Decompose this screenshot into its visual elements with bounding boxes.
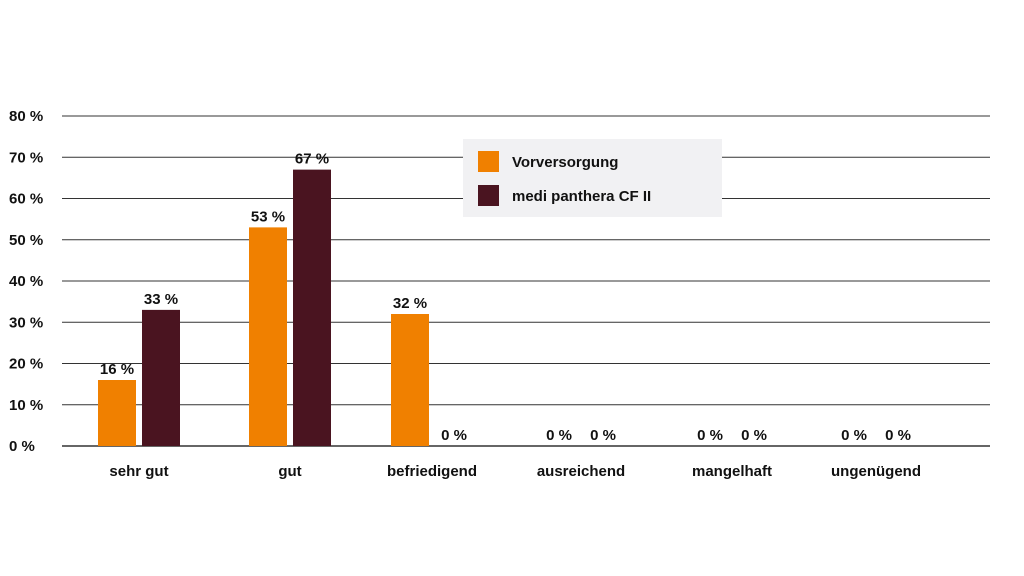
x-category-label: gut xyxy=(278,463,301,480)
y-tick-label: 40 % xyxy=(9,273,43,290)
bar-0-1 xyxy=(249,227,287,446)
x-category-label: ausreichend xyxy=(537,463,625,480)
legend-background xyxy=(463,139,722,217)
data-label: 0 % xyxy=(841,427,867,444)
y-tick-label: 70 % xyxy=(9,149,43,166)
bars xyxy=(98,169,429,446)
data-label: 0 % xyxy=(590,427,616,444)
legend-label: Vorversorgung xyxy=(512,154,618,171)
x-category-label: sehr gut xyxy=(109,463,168,480)
x-category-label: befriedigend xyxy=(387,463,477,480)
data-label: 16 % xyxy=(100,361,134,378)
bar-1-0 xyxy=(142,309,180,446)
y-tick-label: 20 % xyxy=(9,356,43,373)
data-label: 53 % xyxy=(251,208,285,225)
bar-1-1 xyxy=(293,169,331,446)
data-label: 32 % xyxy=(393,295,427,312)
data-label: 0 % xyxy=(885,427,911,444)
x-category-label: mangelhaft xyxy=(692,463,772,480)
bar-0-2 xyxy=(391,314,429,446)
x-category-label: ungenügend xyxy=(831,463,921,480)
y-tick-label: 50 % xyxy=(9,232,43,249)
data-label: 0 % xyxy=(546,427,572,444)
data-label: 0 % xyxy=(741,427,767,444)
data-label: 67 % xyxy=(295,151,329,168)
y-tick-label: 80 % xyxy=(9,108,43,125)
y-tick-label: 0 % xyxy=(9,438,35,455)
data-label: 0 % xyxy=(441,427,467,444)
gridlines xyxy=(62,115,990,447)
legend-swatch-0 xyxy=(478,151,499,172)
data-label: 0 % xyxy=(697,427,723,444)
legend-swatch-1 xyxy=(478,185,499,206)
y-tick-label: 60 % xyxy=(9,191,43,208)
legend: Vorversorgung medi panthera CF II xyxy=(463,139,722,217)
data-label: 33 % xyxy=(144,291,178,308)
legend-label: medi panthera CF II xyxy=(512,188,651,205)
y-tick-label: 30 % xyxy=(9,314,43,331)
y-tick-label: 10 % xyxy=(9,397,43,414)
bar-0-0 xyxy=(98,380,136,446)
